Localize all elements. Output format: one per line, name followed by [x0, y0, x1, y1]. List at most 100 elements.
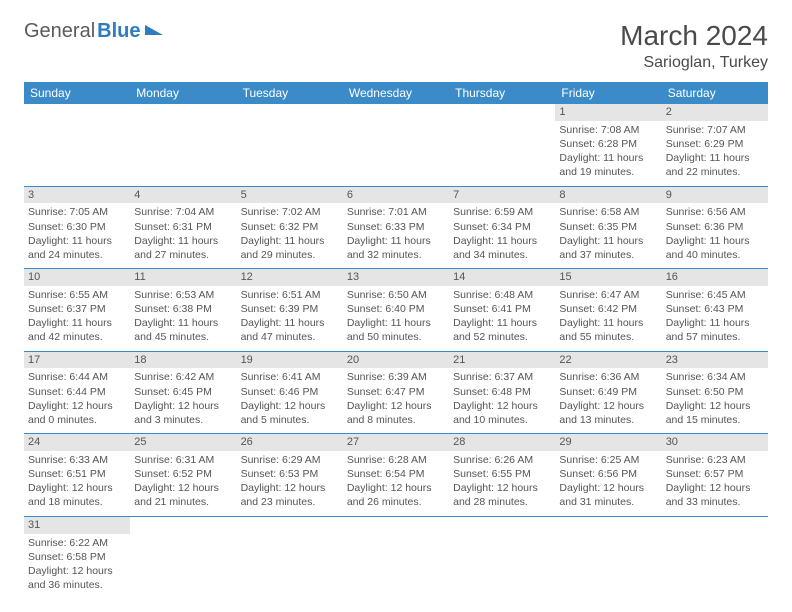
sunrise-text: Sunrise: 7:02 AM: [241, 205, 339, 219]
header: GeneralBlue March 2024 Sarioglan, Turkey: [24, 20, 768, 72]
title-block: March 2024 Sarioglan, Turkey: [620, 20, 768, 72]
sunrise-text: Sunrise: 6:34 AM: [666, 370, 764, 384]
daylight-text: Daylight: 11 hours and 42 minutes.: [28, 316, 126, 344]
day-number: 25: [130, 434, 236, 451]
calendar-cell: 21Sunrise: 6:37 AMSunset: 6:48 PMDayligh…: [449, 351, 555, 434]
sunrise-text: Sunrise: 7:05 AM: [28, 205, 126, 219]
day-number: 2: [662, 104, 768, 121]
day-number: 8: [555, 187, 661, 204]
calendar-cell: 23Sunrise: 6:34 AMSunset: 6:50 PMDayligh…: [662, 351, 768, 434]
daylight-text: Daylight: 11 hours and 40 minutes.: [666, 234, 764, 262]
sunset-text: Sunset: 6:56 PM: [559, 467, 657, 481]
sunset-text: Sunset: 6:36 PM: [666, 220, 764, 234]
day-number: 6: [343, 187, 449, 204]
sunrise-text: Sunrise: 6:51 AM: [241, 288, 339, 302]
calendar-cell: 7Sunrise: 6:59 AMSunset: 6:34 PMDaylight…: [449, 186, 555, 269]
month-title: March 2024: [620, 20, 768, 52]
weekday-header: Wednesday: [343, 82, 449, 104]
sunset-text: Sunset: 6:35 PM: [559, 220, 657, 234]
day-number: 23: [662, 352, 768, 369]
sunset-text: Sunset: 6:57 PM: [666, 467, 764, 481]
sunset-text: Sunset: 6:44 PM: [28, 385, 126, 399]
sunrise-text: Sunrise: 6:23 AM: [666, 453, 764, 467]
daylight-text: Daylight: 12 hours and 18 minutes.: [28, 481, 126, 509]
sunrise-text: Sunrise: 6:56 AM: [666, 205, 764, 219]
daylight-text: Daylight: 12 hours and 5 minutes.: [241, 399, 339, 427]
sunset-text: Sunset: 6:49 PM: [559, 385, 657, 399]
calendar-cell-empty: [24, 104, 130, 186]
sunset-text: Sunset: 6:50 PM: [666, 385, 764, 399]
daylight-text: Daylight: 12 hours and 23 minutes.: [241, 481, 339, 509]
day-number: 12: [237, 269, 343, 286]
calendar-cell: 9Sunrise: 6:56 AMSunset: 6:36 PMDaylight…: [662, 186, 768, 269]
daylight-text: Daylight: 12 hours and 36 minutes.: [28, 564, 126, 592]
sunset-text: Sunset: 6:47 PM: [347, 385, 445, 399]
calendar-cell: 11Sunrise: 6:53 AMSunset: 6:38 PMDayligh…: [130, 269, 236, 352]
logo: GeneralBlue: [24, 20, 163, 43]
daylight-text: Daylight: 11 hours and 27 minutes.: [134, 234, 232, 262]
weekday-header: Thursday: [449, 82, 555, 104]
daylight-text: Daylight: 11 hours and 24 minutes.: [28, 234, 126, 262]
weekday-header: Friday: [555, 82, 661, 104]
sunset-text: Sunset: 6:41 PM: [453, 302, 551, 316]
sunrise-text: Sunrise: 6:55 AM: [28, 288, 126, 302]
calendar-row: 31Sunrise: 6:22 AMSunset: 6:58 PMDayligh…: [24, 516, 768, 598]
weekday-header: Saturday: [662, 82, 768, 104]
calendar-cell: 12Sunrise: 6:51 AMSunset: 6:39 PMDayligh…: [237, 269, 343, 352]
daylight-text: Daylight: 11 hours and 32 minutes.: [347, 234, 445, 262]
sunrise-text: Sunrise: 6:22 AM: [28, 536, 126, 550]
day-number: 20: [343, 352, 449, 369]
day-number: 15: [555, 269, 661, 286]
daylight-text: Daylight: 11 hours and 29 minutes.: [241, 234, 339, 262]
daylight-text: Daylight: 11 hours and 37 minutes.: [559, 234, 657, 262]
sunset-text: Sunset: 6:34 PM: [453, 220, 551, 234]
day-number: 10: [24, 269, 130, 286]
calendar-cell: 18Sunrise: 6:42 AMSunset: 6:45 PMDayligh…: [130, 351, 236, 434]
calendar-cell: 10 Sunrise: 6:55 AMSunset: 6:37 PMDayligh…: [24, 269, 130, 352]
day-number: 14: [449, 269, 555, 286]
sunrise-text: Sunrise: 6:53 AM: [134, 288, 232, 302]
calendar-cell-empty: [237, 516, 343, 598]
calendar-cell: 3Sunrise: 7:05 AMSunset: 6:30 PMDaylight…: [24, 186, 130, 269]
weekday-header: Tuesday: [237, 82, 343, 104]
daylight-text: Daylight: 12 hours and 8 minutes.: [347, 399, 445, 427]
sunrise-text: Sunrise: 6:25 AM: [559, 453, 657, 467]
daylight-text: Daylight: 12 hours and 15 minutes.: [666, 399, 764, 427]
sunset-text: Sunset: 6:52 PM: [134, 467, 232, 481]
day-number: 26: [237, 434, 343, 451]
day-number: 22: [555, 352, 661, 369]
day-number: 5: [237, 187, 343, 204]
day-number: 9: [662, 187, 768, 204]
calendar-cell-empty: [130, 516, 236, 598]
calendar-cell: 2Sunrise: 7:07 AMSunset: 6:29 PMDaylight…: [662, 104, 768, 186]
sunset-text: Sunset: 6:31 PM: [134, 220, 232, 234]
calendar-cell: 24Sunrise: 6:33 AMSunset: 6:51 PMDayligh…: [24, 434, 130, 517]
day-number: 1: [555, 104, 661, 121]
sunrise-text: Sunrise: 6:39 AM: [347, 370, 445, 384]
calendar-row: 1Sunrise: 7:08 AMSunset: 6:28 PMDaylight…: [24, 104, 768, 186]
calendar-cell: 22Sunrise: 6:36 AMSunset: 6:49 PMDayligh…: [555, 351, 661, 434]
sunset-text: Sunset: 6:37 PM: [28, 302, 126, 316]
day-number: 21: [449, 352, 555, 369]
calendar-cell-empty: [662, 516, 768, 598]
day-number: 17: [24, 352, 130, 369]
day-number: 13: [343, 269, 449, 286]
calendar-cell: 19Sunrise: 6:41 AMSunset: 6:46 PMDayligh…: [237, 351, 343, 434]
day-number: 4: [130, 187, 236, 204]
sunrise-text: Sunrise: 7:04 AM: [134, 205, 232, 219]
calendar-cell: 27Sunrise: 6:28 AMSunset: 6:54 PMDayligh…: [343, 434, 449, 517]
daylight-text: Daylight: 11 hours and 50 minutes.: [347, 316, 445, 344]
calendar-cell: 31Sunrise: 6:22 AMSunset: 6:58 PMDayligh…: [24, 516, 130, 598]
daylight-text: Daylight: 11 hours and 57 minutes.: [666, 316, 764, 344]
calendar-cell: 28Sunrise: 6:26 AMSunset: 6:55 PMDayligh…: [449, 434, 555, 517]
sunset-text: Sunset: 6:58 PM: [28, 550, 126, 564]
sunset-text: Sunset: 6:43 PM: [666, 302, 764, 316]
daylight-text: Daylight: 11 hours and 34 minutes.: [453, 234, 551, 262]
calendar-cell-empty: [343, 516, 449, 598]
daylight-text: Daylight: 11 hours and 19 minutes.: [559, 151, 657, 179]
sunset-text: Sunset: 6:54 PM: [347, 467, 445, 481]
sunrise-text: Sunrise: 6:37 AM: [453, 370, 551, 384]
sunrise-text: Sunrise: 6:31 AM: [134, 453, 232, 467]
day-number: 16: [662, 269, 768, 286]
sunset-text: Sunset: 6:33 PM: [347, 220, 445, 234]
